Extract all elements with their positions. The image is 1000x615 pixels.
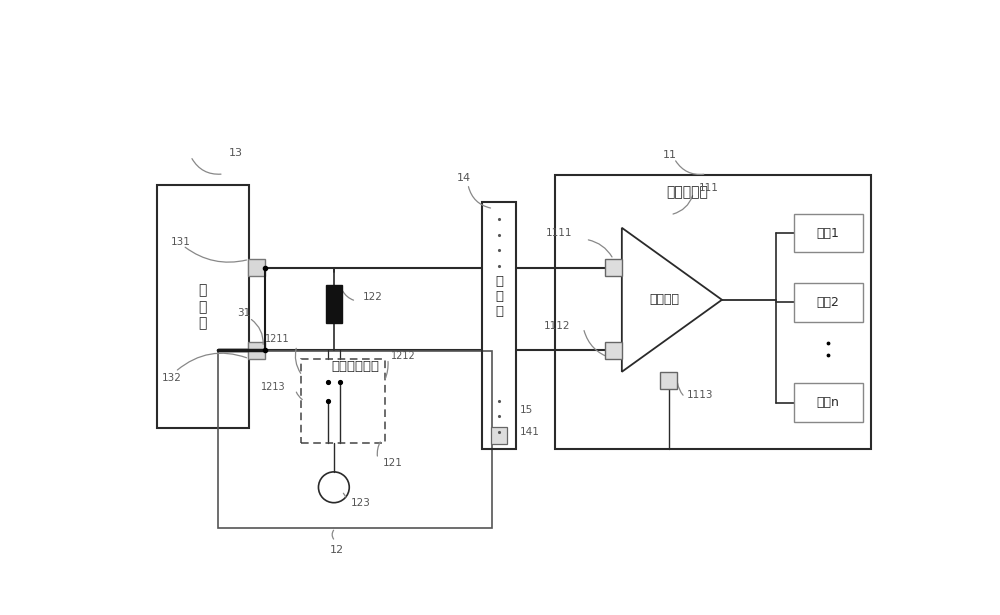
Text: 132: 132	[162, 373, 182, 383]
Text: 141: 141	[520, 427, 540, 437]
Text: 131: 131	[171, 237, 190, 247]
Text: 耳机1: 耳机1	[817, 227, 840, 240]
Text: 123: 123	[351, 499, 371, 509]
Text: 1111: 1111	[546, 228, 573, 238]
Text: 1113: 1113	[687, 390, 713, 400]
FancyBboxPatch shape	[248, 342, 265, 359]
Text: 1112: 1112	[544, 320, 570, 331]
Text: 放大电路: 放大电路	[649, 293, 679, 306]
Text: 1211: 1211	[265, 335, 289, 344]
FancyBboxPatch shape	[326, 285, 342, 323]
Text: 11: 11	[663, 149, 677, 160]
Text: 1213: 1213	[261, 382, 285, 392]
Text: 耳机n: 耳机n	[817, 396, 840, 409]
Text: 耳
机
孔: 耳 机 孔	[495, 274, 503, 317]
Text: 31: 31	[237, 308, 250, 317]
FancyBboxPatch shape	[248, 260, 265, 276]
FancyBboxPatch shape	[660, 372, 677, 389]
Text: 15: 15	[520, 405, 533, 415]
Text: 耳机分线器: 耳机分线器	[667, 185, 708, 199]
Text: 系
统
端: 系 统 端	[199, 284, 207, 330]
Text: 12: 12	[330, 546, 344, 555]
FancyBboxPatch shape	[491, 427, 507, 444]
Text: 121: 121	[383, 458, 403, 467]
Text: 1212: 1212	[391, 351, 416, 362]
FancyBboxPatch shape	[605, 342, 622, 359]
Text: 13: 13	[229, 148, 243, 158]
Text: 14: 14	[457, 173, 471, 183]
Text: 111: 111	[699, 183, 719, 192]
Text: 耳机2: 耳机2	[817, 296, 840, 309]
Text: 电源切换电路: 电源切换电路	[331, 360, 379, 373]
Text: 122: 122	[362, 292, 382, 302]
FancyBboxPatch shape	[605, 260, 622, 276]
